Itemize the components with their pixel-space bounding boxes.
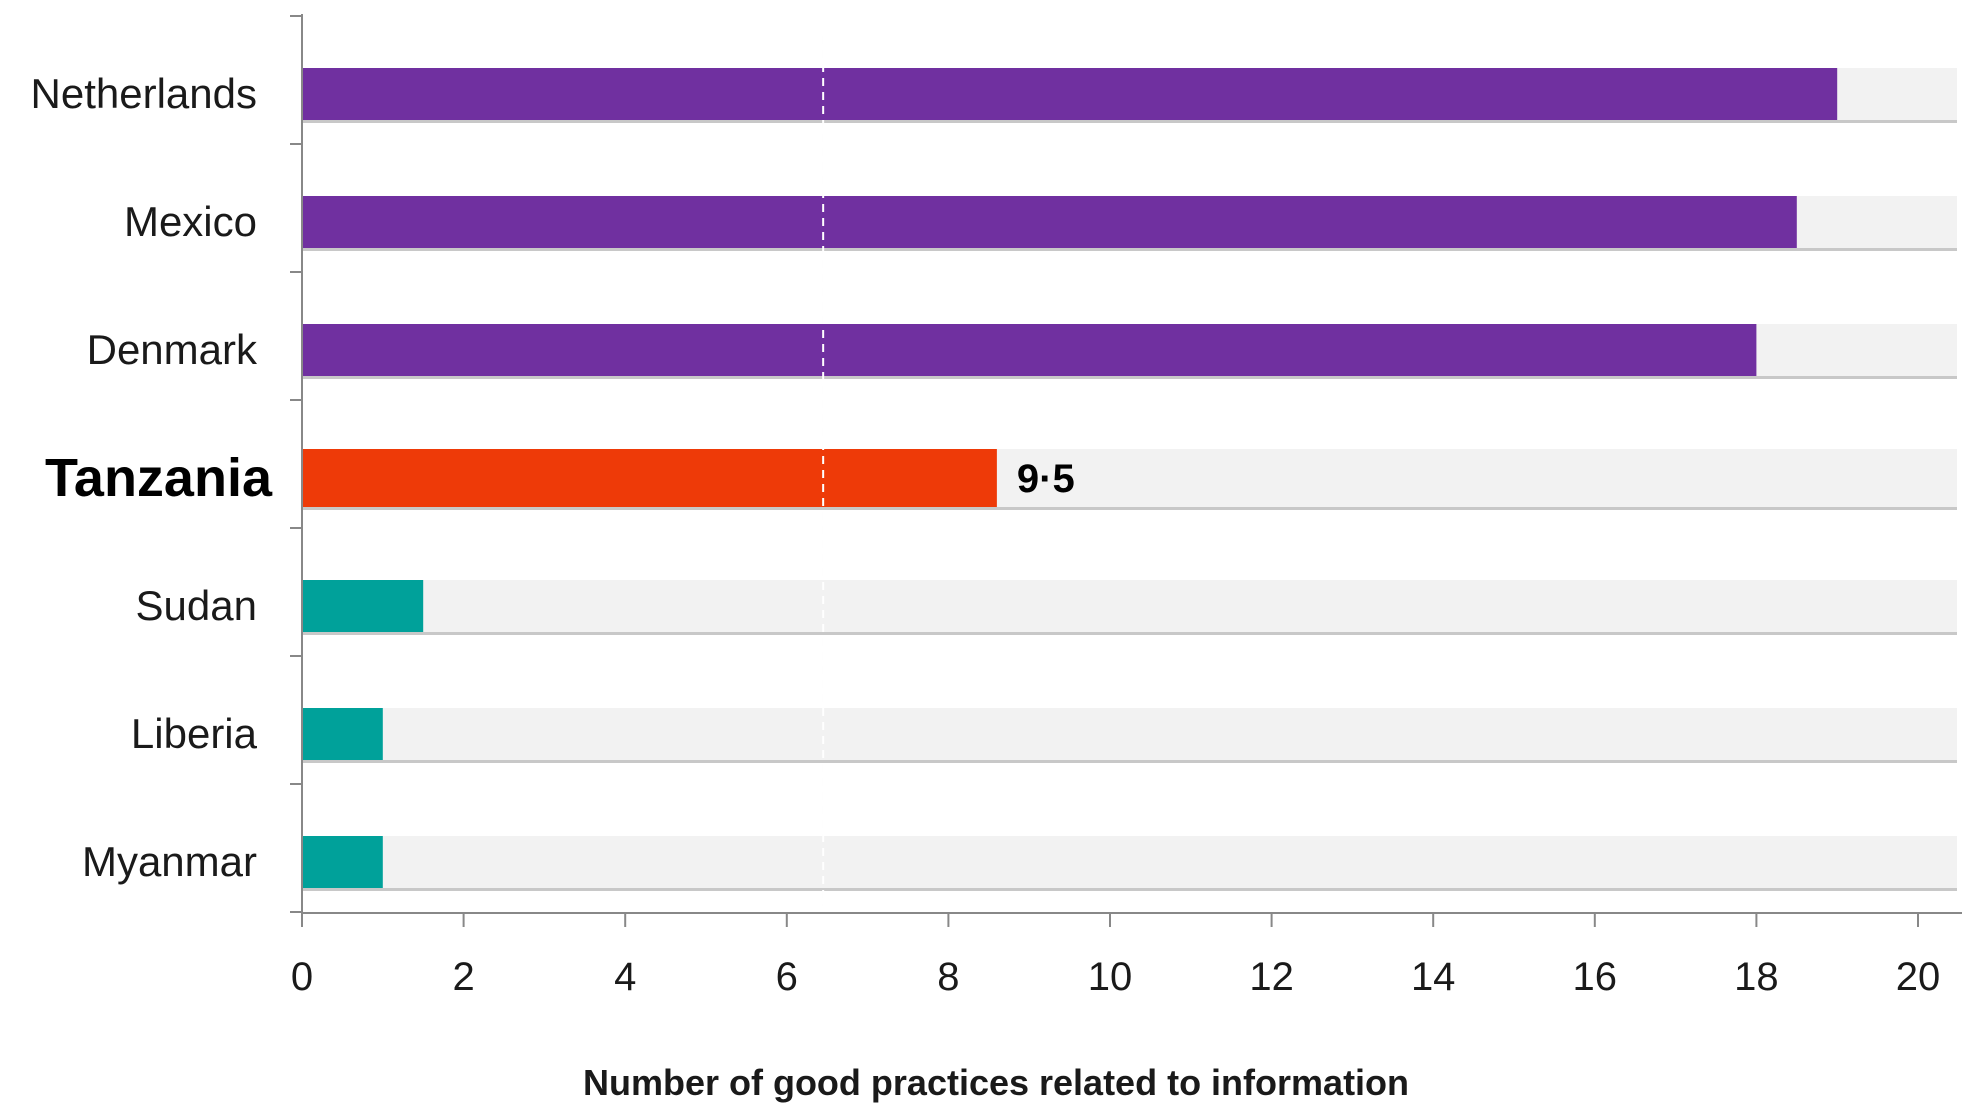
track-liberia — [302, 708, 1957, 760]
x-tick-label: 10 — [1088, 955, 1133, 999]
x-tick-label: 8 — [937, 955, 959, 999]
bar-sudan — [302, 580, 424, 632]
x-tick-label: 6 — [776, 955, 798, 999]
bar-mexico — [302, 196, 1797, 248]
category-label-liberia: Liberia — [131, 710, 258, 757]
x-ticks: 0 2 4 6 8 10 12 14 16 18 20 — [291, 913, 1940, 999]
x-tick-label: 14 — [1411, 955, 1456, 999]
axes — [290, 14, 1962, 914]
category-label-tanzania: Tanzania — [45, 448, 273, 508]
bars — [302, 68, 1838, 888]
bar-denmark — [302, 324, 1757, 376]
track-myanmar — [302, 836, 1957, 888]
data-labels: 9·5 — [1017, 457, 1075, 501]
x-tick-label: 4 — [614, 955, 636, 999]
track-sudan — [302, 580, 1957, 632]
bar-tanzania — [302, 449, 997, 507]
category-label-netherlands: Netherlands — [31, 70, 257, 117]
x-tick-label: 20 — [1896, 955, 1941, 999]
bar-myanmar — [302, 836, 383, 888]
x-tick-label: 0 — [291, 955, 313, 999]
data-label-tanzania: 9·5 — [1017, 457, 1075, 501]
x-tick-label: 16 — [1573, 955, 1618, 999]
category-label-denmark: Denmark — [87, 326, 258, 373]
bar-liberia — [302, 708, 383, 760]
category-labels: Netherlands Mexico Denmark Tanzania Sudan Lib… — [31, 70, 273, 885]
category-label-mexico: Mexico — [124, 198, 257, 245]
x-tick-label: 12 — [1249, 955, 1294, 999]
category-label-myanmar: Myanmar — [82, 838, 257, 885]
x-axis-label: Number of good practices related to info… — [583, 1062, 1409, 1103]
bar-netherlands — [302, 68, 1838, 120]
category-label-sudan: Sudan — [136, 582, 257, 629]
x-tick-label: 2 — [452, 955, 474, 999]
x-tick-label: 18 — [1734, 955, 1779, 999]
